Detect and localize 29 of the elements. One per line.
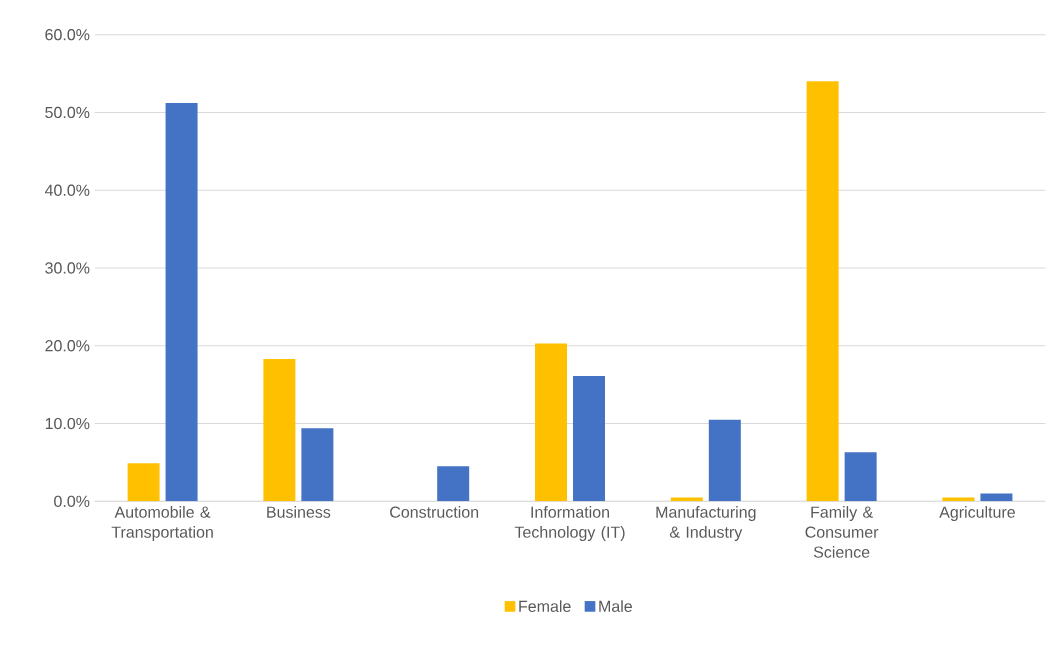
y-tick-label: 30.0% <box>45 262 90 274</box>
x-tick-label: Automobile & Transportation <box>111 506 213 541</box>
y-tick-label: 10.0% <box>45 417 90 430</box>
legend-label: Male <box>599 600 632 613</box>
bar <box>127 463 160 502</box>
bar <box>437 466 470 502</box>
x-tick-label: Agriculture <box>939 506 1015 521</box>
bar <box>573 376 605 502</box>
bar <box>263 359 296 502</box>
x-tick-label: Business <box>267 506 331 518</box>
bar <box>708 419 741 502</box>
legend-label: Female <box>519 600 571 613</box>
x-tick-label: Construction <box>390 506 479 518</box>
bar <box>670 497 703 502</box>
bar <box>301 428 334 502</box>
x-tick-label: Information Technology (IT) <box>514 506 625 541</box>
y-tick-label: 60.0% <box>45 29 90 41</box>
y-tick-label: 40.0% <box>44 184 90 196</box>
x-tick-label: Family & Consumer Science <box>805 506 879 558</box>
y-tick-label: 50.0% <box>45 106 90 119</box>
bar <box>165 103 198 502</box>
bar <box>980 493 1013 502</box>
bar <box>844 452 877 502</box>
x-tick-label: Manufacturing & Industry <box>656 506 756 541</box>
y-tick-label: 20.0% <box>45 340 90 352</box>
y-tick-label: 0.0% <box>54 495 90 507</box>
bar <box>535 343 568 502</box>
bar <box>942 497 975 502</box>
bar <box>806 81 839 502</box>
